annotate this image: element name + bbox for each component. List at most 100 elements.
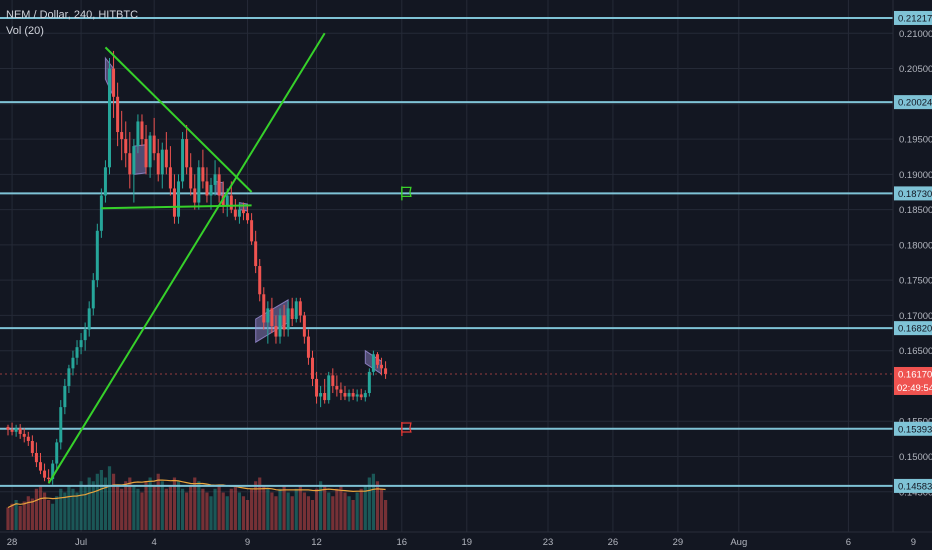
volume-bar — [339, 485, 343, 530]
volume-bar — [160, 481, 164, 530]
horizontal-levels[interactable] — [0, 16, 893, 487]
time-tick-label: Jul — [75, 537, 87, 548]
volume-bar — [229, 488, 233, 530]
volume-bar — [266, 488, 270, 530]
volume-bar — [225, 496, 229, 530]
candle-body — [250, 220, 254, 242]
volume-bars — [6, 466, 388, 530]
volume-bar — [319, 481, 323, 530]
volume-bar — [201, 488, 205, 530]
volume-bar — [254, 481, 258, 530]
trend-line — [101, 204, 252, 210]
candle-body — [274, 326, 278, 337]
grid-lines — [0, 0, 914, 532]
volume-bar — [327, 492, 331, 530]
volume-bar — [6, 507, 10, 530]
volume-bar — [148, 477, 152, 530]
candle-body — [380, 364, 384, 369]
volume-bar — [111, 473, 116, 530]
volume-bar — [51, 503, 55, 530]
volume-bar — [95, 473, 99, 530]
candle-body — [156, 153, 160, 175]
candle-body — [6, 426, 10, 430]
candle-body — [266, 308, 270, 323]
volume-bar — [290, 496, 294, 530]
volume-bar — [355, 492, 359, 530]
volume-bar — [71, 488, 75, 530]
volume-bar — [75, 492, 79, 530]
volume-bar — [286, 492, 290, 530]
candle-body — [246, 213, 250, 221]
volume-bar — [63, 492, 67, 530]
price-axis[interactable]: 0.210000.205000.200000.195000.190000.185… — [892, 0, 932, 532]
red-flag-icon — [401, 421, 412, 436]
time-tick-label: 28 — [7, 537, 18, 548]
candle-body — [327, 375, 331, 401]
volume-bar — [379, 488, 384, 530]
candle-body — [67, 368, 71, 386]
volume-bar — [367, 477, 371, 530]
volume-bar — [213, 488, 217, 530]
candle-body — [87, 308, 91, 330]
candle-body — [124, 139, 128, 154]
flag-cloth — [401, 186, 412, 198]
time-axis[interactable]: 28 Jul 4 9 12 16 19 23 26 29 Aug 6 9 — [0, 531, 932, 550]
time-tick-label: 9 — [245, 537, 250, 548]
volume-bar — [237, 492, 242, 530]
trend-lines[interactable] — [47, 32, 326, 484]
candle-body — [331, 375, 335, 386]
volume-bar — [278, 488, 282, 530]
symbol-title[interactable]: NEM / Dollar, 240, HITBTC — [6, 9, 139, 21]
volume-bar — [79, 481, 83, 530]
volume-bar — [116, 485, 120, 530]
volume-bar — [30, 498, 34, 530]
level-price-tag-text: 0.18730 — [898, 189, 932, 200]
candle-body — [294, 301, 298, 319]
candle-body — [371, 354, 375, 372]
volume-bar — [233, 485, 237, 530]
candle-body — [193, 188, 197, 203]
volume-bar — [294, 488, 298, 530]
volume-bar — [258, 477, 262, 530]
volume-bar — [375, 481, 380, 530]
candle-body — [91, 280, 95, 309]
candle-body — [221, 195, 225, 207]
volume-bar — [363, 485, 367, 530]
volume-bar — [314, 488, 319, 530]
price-tick-label: 0.15000 — [899, 452, 932, 463]
candle-body — [375, 354, 379, 365]
volume-bar — [359, 488, 363, 530]
volume-bar — [335, 488, 339, 530]
price-tick-label: 0.19500 — [899, 135, 932, 146]
volume-bar — [120, 488, 124, 530]
candle-body — [343, 393, 347, 397]
candle-body — [79, 340, 83, 348]
candle-body — [209, 184, 213, 196]
candle-body — [189, 167, 193, 189]
flag-markers[interactable] — [401, 186, 412, 436]
candle-body — [112, 68, 116, 97]
candle-body — [306, 336, 310, 358]
candle-body — [132, 146, 136, 175]
candle-body — [30, 440, 34, 453]
candlestick-series — [6, 50, 388, 485]
candle-body — [181, 139, 185, 182]
volume-bar — [42, 492, 47, 530]
candle-body — [83, 329, 87, 341]
time-tick-label: 6 — [846, 537, 851, 548]
volume-bar — [38, 485, 43, 530]
volume-bar — [347, 496, 351, 530]
candle-body — [177, 181, 181, 217]
candle-body — [217, 174, 221, 196]
candle-body — [34, 452, 38, 463]
level-price-tag — [894, 421, 932, 436]
volume-indicator-label[interactable]: Vol (20) — [6, 25, 44, 37]
volume-bar — [193, 477, 197, 530]
volume-bar — [241, 496, 246, 530]
volume-bar — [197, 481, 201, 530]
candle-body — [172, 188, 176, 217]
volume-bar — [156, 473, 160, 530]
candle-body — [128, 153, 132, 175]
level-price-tag — [894, 10, 932, 25]
